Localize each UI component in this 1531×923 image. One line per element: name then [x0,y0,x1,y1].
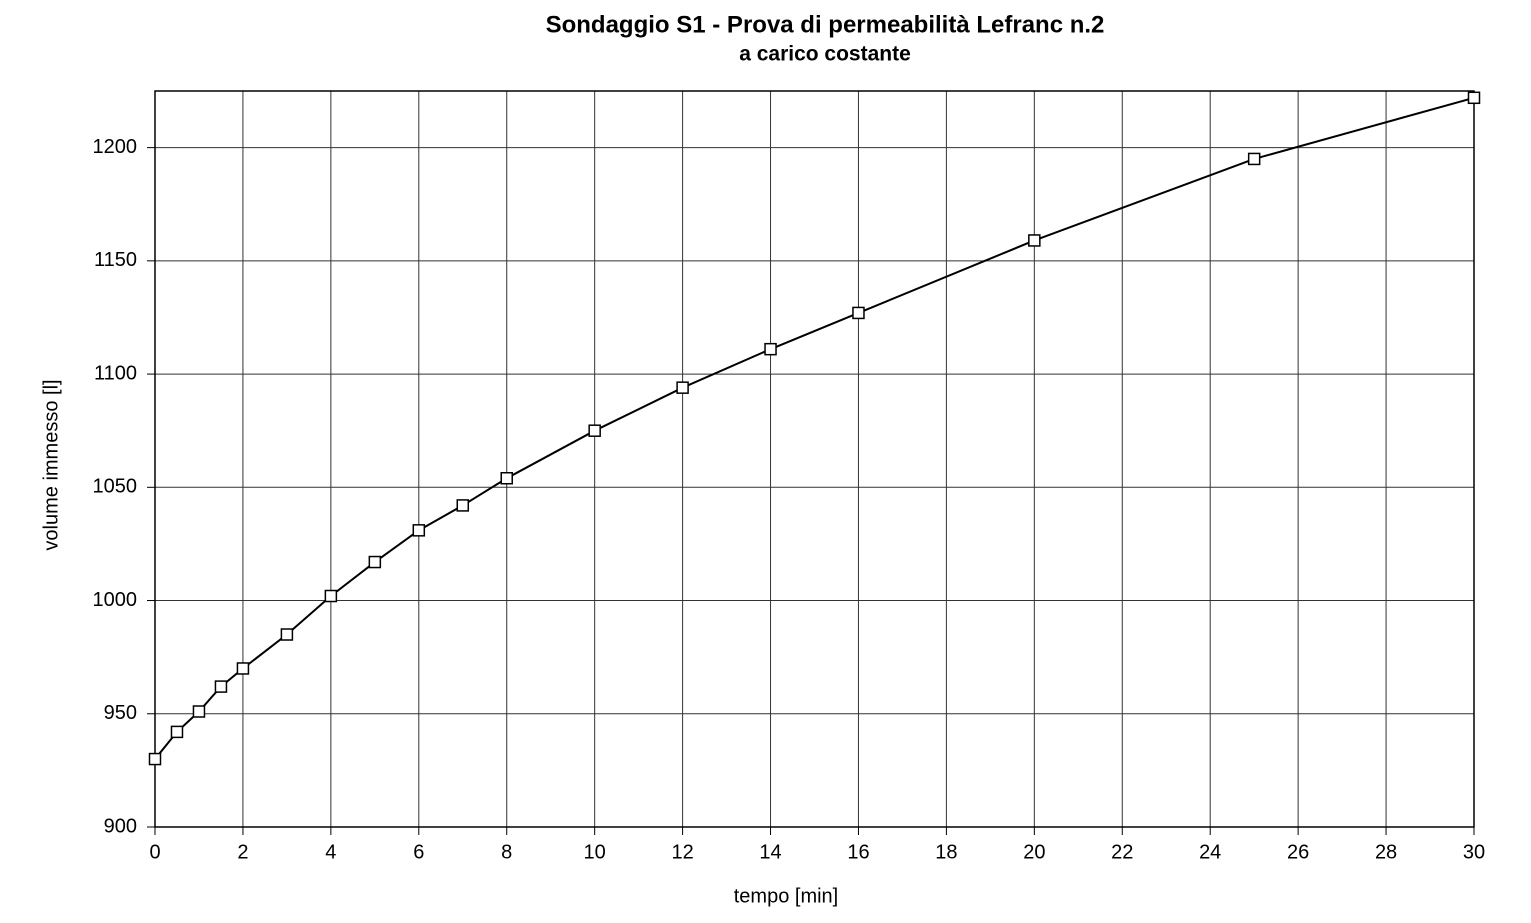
x-tick-label: 2 [237,841,248,863]
y-tick-label: 1100 [94,362,137,384]
point-marker [148,752,162,766]
x-axis-label: tempo [min] [734,885,838,907]
x-tick-label: 24 [1199,841,1221,863]
y-tick-label: 1000 [93,589,138,611]
y-tick-label: 900 [104,815,137,837]
x-tick-label: 20 [1023,841,1045,863]
x-tick-label: 26 [1287,841,1309,863]
point-marker [214,680,228,693]
point-marker [852,306,865,320]
point-marker [456,499,470,512]
series-line [154,96,1475,760]
y-axis-label: volume immesso [l] [40,379,62,550]
y-tick-label: 1200 [93,136,138,158]
x-tick-label: 28 [1375,841,1397,863]
point-marker [1467,91,1481,105]
x-tick-label: 14 [759,841,781,863]
point-marker [170,725,184,739]
x-tick-label: 0 [149,841,160,863]
x-tick-label: 22 [1111,841,1133,863]
point-marker [1247,152,1261,166]
x-tick-label: 12 [671,841,693,863]
point-marker [324,589,338,603]
point-marker [368,555,382,569]
x-tick-label: 30 [1463,841,1485,863]
point-marker [236,662,250,675]
x-tick-label: 18 [935,841,957,863]
point-marker [588,424,601,437]
y-tick-label: 1150 [94,249,137,271]
point-marker [500,471,513,485]
chart-title: Sondaggio S1 - Prova di permeabilità Lef… [546,11,1105,38]
x-tick-label: 10 [584,841,606,863]
y-tick-label: 1050 [93,476,138,498]
y-tick-label: 950 [104,702,137,724]
point-marker [412,524,426,537]
point-marker [676,381,689,394]
x-tick-label: 16 [847,841,869,863]
point-marker [1028,234,1041,247]
point-marker [764,342,777,356]
plot-frame [154,90,1475,828]
point-marker [192,705,206,718]
x-tick-label: 8 [501,841,512,863]
x-tick-label: 4 [325,841,336,863]
chart-subtitle: a carico costante [739,43,911,66]
point-marker [280,628,294,641]
x-tick-label: 6 [413,841,424,863]
